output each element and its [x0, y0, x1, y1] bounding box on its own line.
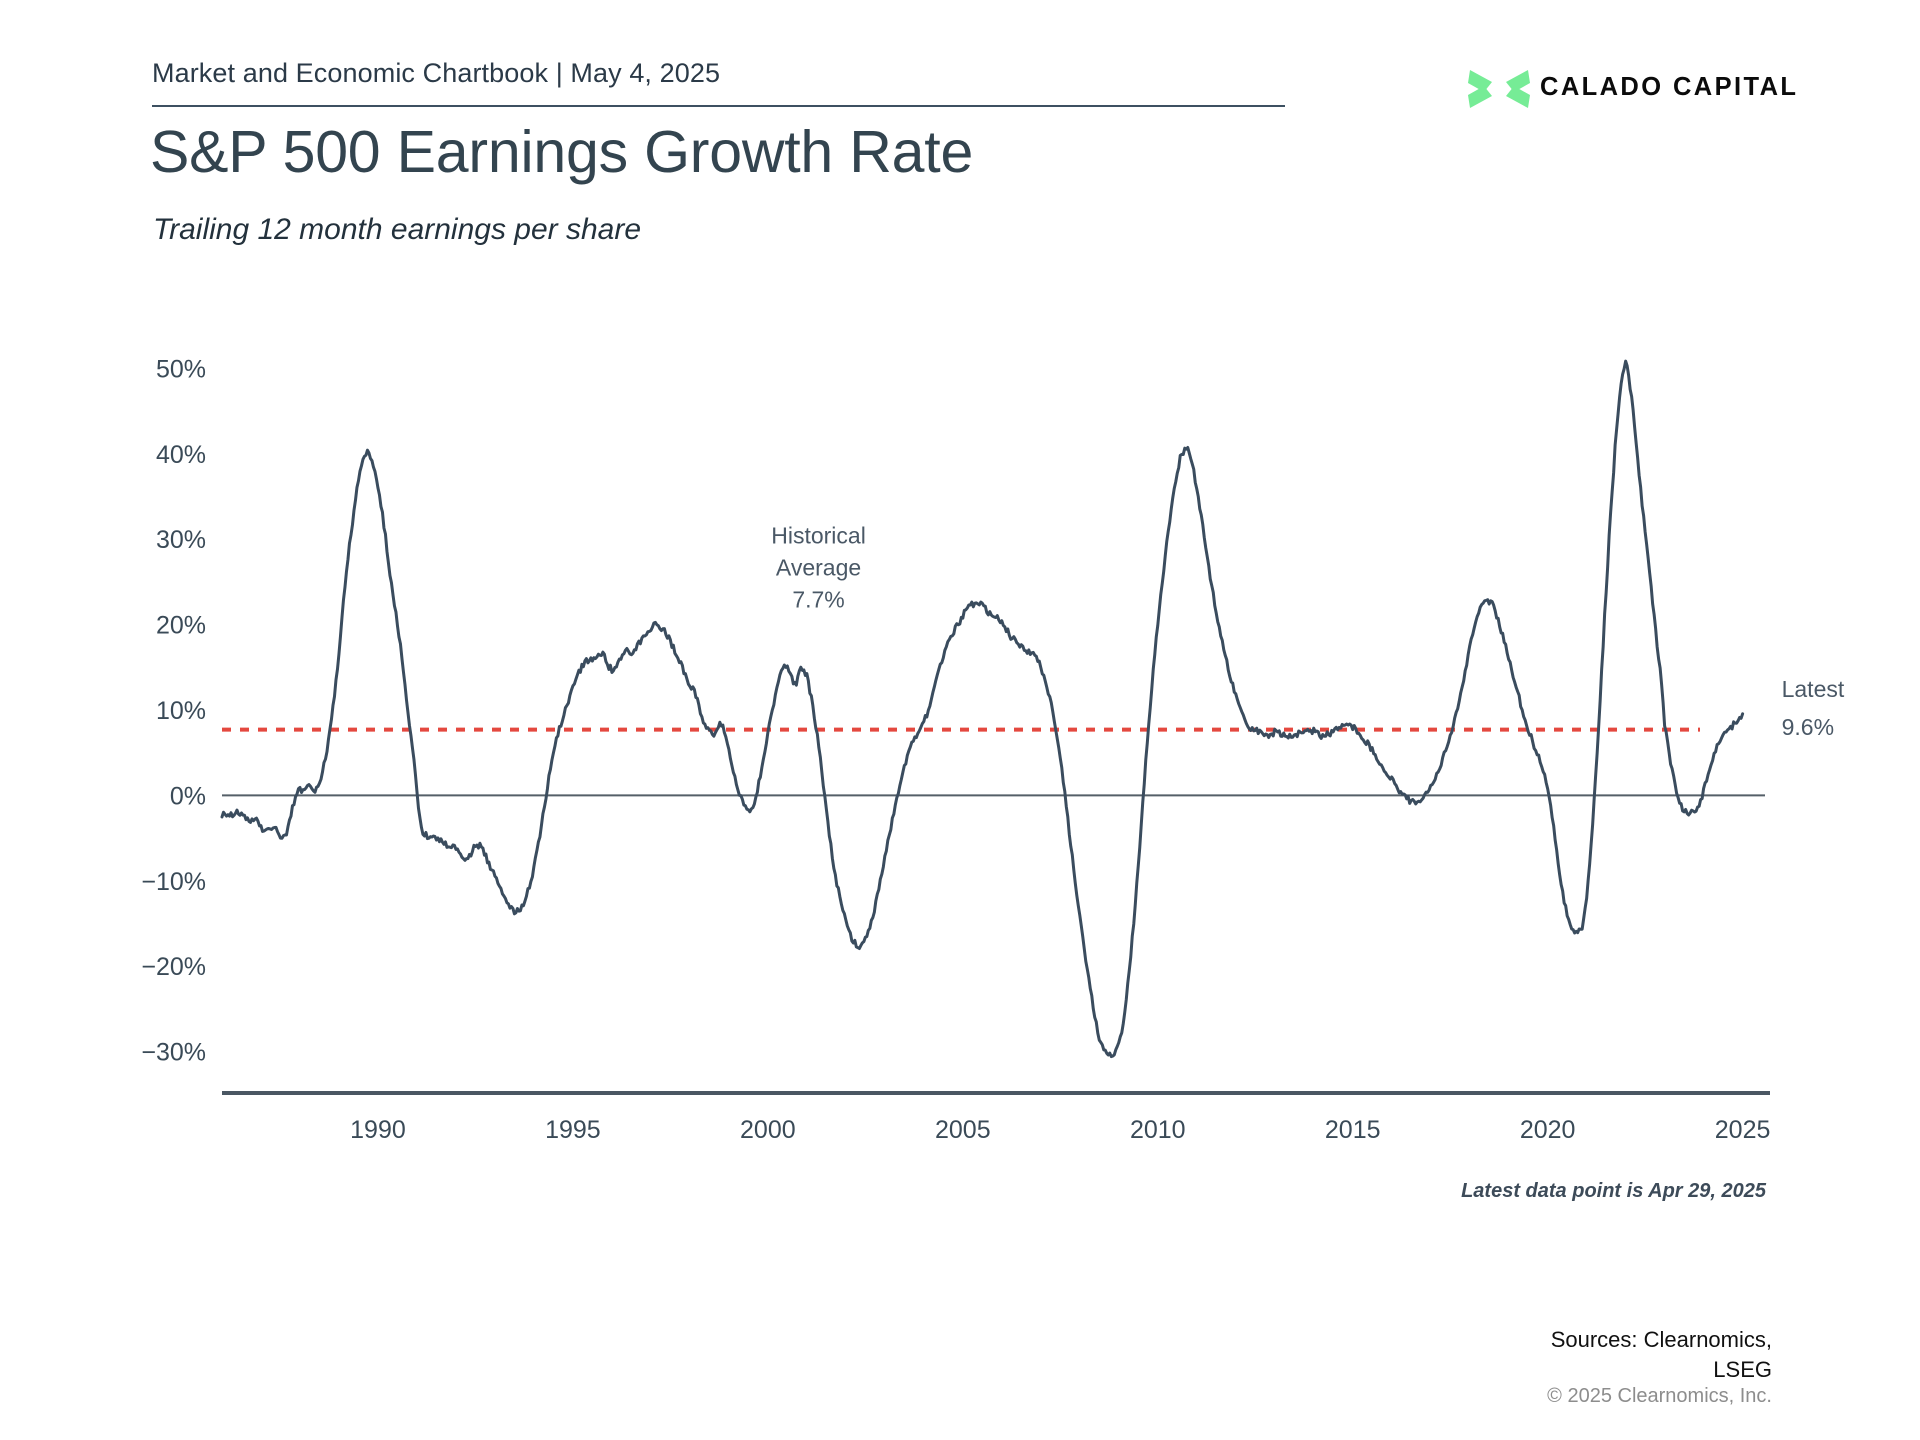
page-subtitle: Trailing 12 month earnings per share [153, 213, 642, 246]
y-tick-label: 30% [156, 526, 206, 554]
latest-annotation-line: Latest [1782, 676, 1845, 702]
y-tick-label: 40% [156, 441, 206, 469]
series-line [220, 359, 1745, 1059]
chartbook-title: Market and Economic Chartbook | May 4, 2… [152, 58, 721, 88]
x-tick-label: 2025 [1715, 1116, 1771, 1144]
latest-data-point-note: Latest data point is Apr 29, 2025 [1461, 1180, 1766, 1202]
y-tick-label: 50% [156, 355, 206, 383]
y-tick-label: −10% [141, 868, 206, 896]
page-header: Market and Economic Chartbook | May 4, 2… [0, 0, 1920, 130]
sources-line-2: LSEG [1713, 1357, 1772, 1382]
latest-annotation-line: 9.6% [1782, 714, 1834, 740]
x-tick-label: 2015 [1325, 1116, 1381, 1144]
sources-note: Sources: Clearnomics, LSEG [0, 1325, 1772, 1385]
y-tick-label: 0% [170, 782, 206, 810]
chart-annotations: Historical Average 7.7% Latest 9.6% [771, 522, 1845, 740]
x-tick-label: 1995 [545, 1116, 601, 1144]
y-axis-tick-labels: 50% 40% 30% 20% 10% 0% −10% −20% −30% [141, 355, 206, 1066]
y-tick-label: 10% [156, 697, 206, 725]
sources-line-1: Sources: Clearnomics, [1550, 1327, 1772, 1352]
x-tick-label: 1990 [350, 1116, 406, 1144]
header-divider [152, 105, 1285, 107]
x-tick-label: 2000 [740, 1116, 796, 1144]
x-tick-label: 2010 [1130, 1116, 1186, 1144]
page-title: S&P 500 Earnings Growth Rate [150, 119, 974, 185]
y-tick-label: −20% [141, 953, 206, 981]
logo-wordmark: CALADO CAPITAL [1540, 73, 1799, 101]
historical-average-annotation-line: Historical [771, 522, 866, 548]
y-tick-label: 20% [156, 612, 206, 640]
y-tick-label: −30% [141, 1039, 206, 1067]
historical-average-annotation-line: 7.7% [792, 586, 844, 612]
historical-average-annotation-line: Average [776, 554, 861, 580]
logo-pinwheel-icon [1468, 70, 1530, 108]
x-axis-tick-labels: 1990 1995 2000 2005 2010 2015 2020 2025 [350, 1116, 1770, 1144]
x-tick-label: 2020 [1520, 1116, 1576, 1144]
copyright-note: © 2025 Clearnomics, Inc. [1547, 1385, 1772, 1407]
x-tick-label: 2005 [935, 1116, 991, 1144]
calado-capital-logo: CALADO CAPITAL [1468, 62, 1798, 114]
